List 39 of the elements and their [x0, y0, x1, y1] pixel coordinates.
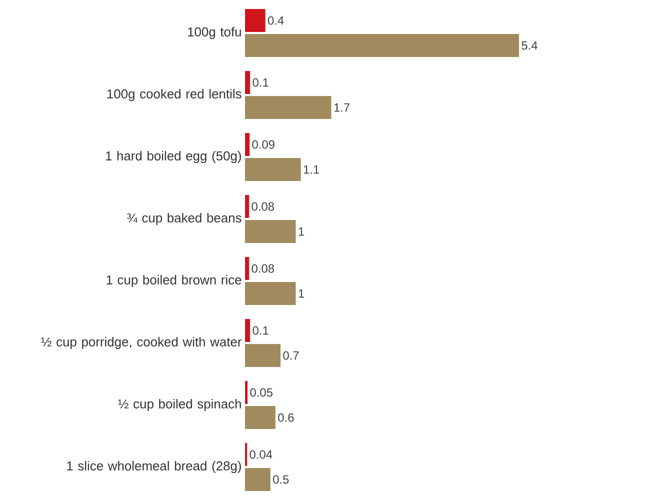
- y-tick-label: ¾ cup baked beans: [127, 212, 242, 226]
- y-tick-label: 1 slice wholemeal bread (28g): [67, 460, 241, 474]
- y-tick-label: ½ cup porridge, cooked with water: [41, 336, 242, 350]
- data-label: 5.4: [522, 41, 538, 50]
- bar: [245, 468, 270, 492]
- bar: [245, 220, 296, 244]
- data-label: 1: [298, 227, 304, 236]
- bar: [245, 257, 250, 280]
- data-label: 0.08: [252, 202, 274, 211]
- bar: [245, 133, 250, 156]
- y-tick-label: 1 hard boiled egg (50g): [106, 150, 241, 164]
- data-label: 1.7: [334, 103, 350, 112]
- bar: [245, 9, 266, 32]
- bar: [245, 96, 332, 120]
- data-label: 0.04: [250, 450, 272, 459]
- bar: [245, 158, 301, 182]
- bar: [245, 195, 250, 218]
- y-tick-label: 1 cup boiled brown rice: [106, 274, 242, 288]
- y-tick-label: 100g cooked red lentils: [107, 88, 242, 102]
- y-tick-label: ½ cup boiled spinach: [118, 398, 241, 412]
- data-label: 0.05: [250, 388, 272, 397]
- bar: [245, 282, 296, 306]
- data-label: 0.09: [252, 140, 274, 149]
- data-label: 0.6: [278, 413, 294, 422]
- bar: [245, 34, 519, 58]
- data-label: 0.08: [252, 264, 274, 273]
- y-tick-label: 100g tofu: [188, 26, 241, 40]
- data-label: 1: [298, 289, 304, 298]
- bar: [245, 344, 281, 368]
- data-label: 0.5: [273, 475, 289, 484]
- bar: [245, 381, 248, 404]
- bar: [245, 319, 250, 342]
- data-label: 0.1: [252, 78, 268, 87]
- bar: [245, 406, 276, 430]
- bar: [245, 71, 250, 94]
- data-label: 0.7: [283, 351, 299, 360]
- data-label: 1.1: [304, 165, 320, 174]
- data-label: 0.1: [252, 326, 268, 335]
- data-label: 0.4: [268, 16, 284, 25]
